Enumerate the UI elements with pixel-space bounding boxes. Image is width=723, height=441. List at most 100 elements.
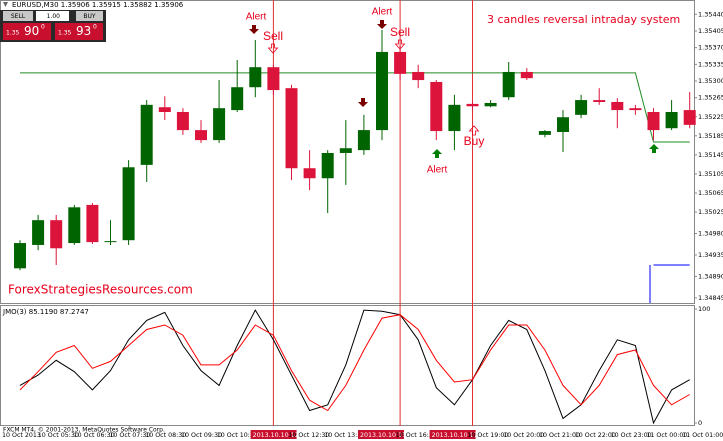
arrow-up [649, 144, 659, 153]
x-tick-label: 10 Oct 19:00 [467, 432, 508, 439]
candle-body [140, 104, 153, 165]
candle-body [629, 108, 642, 111]
arrow-down [249, 25, 259, 34]
sell-button[interactable] [3, 11, 33, 21]
x-tick-label: 10 Oct 09:30 [181, 432, 222, 439]
symbol-icon [3, 2, 8, 7]
y-tick-label: 1.35025 [698, 208, 723, 216]
candle-body [158, 107, 171, 112]
candle-body [176, 111, 189, 131]
y-tick-label: 0 [698, 419, 702, 427]
y-tick-label: 1.34980 [698, 230, 723, 238]
candle-body [593, 100, 606, 102]
candle-body [557, 117, 569, 133]
candle-body [394, 51, 407, 74]
candle-body [502, 71, 515, 98]
candle-body [466, 103, 479, 107]
candle-body [104, 241, 117, 243]
x-tick-label: 2013.10.10 17:30 [432, 432, 488, 439]
arrow-up-hollow [468, 125, 480, 136]
bid-box[interactable] [3, 23, 51, 40]
bid-frac: 0 [41, 24, 45, 31]
candle-body [321, 152, 334, 179]
candle-body [303, 168, 316, 179]
candle-body [683, 110, 696, 125]
candle-body [267, 67, 280, 91]
arrow-down-hollow [394, 39, 406, 50]
candle-body [213, 108, 226, 141]
y-tick-label: 1.35065 [698, 189, 723, 197]
candle-body [647, 111, 660, 131]
oscillator-pane [0, 305, 695, 426]
buy-label: BUY [83, 13, 96, 20]
copyright: FXCM MT4, © 2001-2013, MetaQuotes Softwa… [3, 427, 165, 434]
y-tick-label: 1.35225 [698, 113, 723, 121]
annotation: Alert [246, 12, 267, 23]
arrow-up [432, 149, 442, 158]
oscillator-label: JMO(3) 85.1190 87.2747 [2, 308, 89, 316]
y-tick-label: 1.35265 [698, 94, 723, 102]
x-tick-label: 10 Oct 07:30 [109, 432, 150, 439]
bid-big: 1.35 [6, 30, 20, 37]
candle-body [14, 243, 26, 269]
candle-body [122, 167, 135, 241]
x-tick-label: 11 Oct 01:00 [682, 432, 723, 439]
y-tick-label: 1.35405 [698, 27, 723, 35]
candle-body [665, 111, 678, 129]
x-tick-label: 10 Oct 16:30 [396, 432, 437, 439]
y-tick-label: 1.35185 [698, 132, 723, 140]
time-label-highlight [250, 430, 297, 439]
line [19, 314, 690, 412]
candle-body [339, 148, 352, 153]
price-pane [0, 0, 695, 304]
candle-body [520, 71, 533, 79]
ask-frac: 0 [93, 24, 97, 31]
candle-body [86, 204, 99, 243]
y-tick-label: 1.35335 [698, 60, 723, 68]
y-tick-label: 1.35440 [698, 10, 723, 18]
y-tick-label: 1.34890 [698, 272, 723, 280]
annotation: Sell [263, 29, 283, 43]
candle-body [357, 130, 370, 151]
symbol-info: EURUSD,M30 1.35906 1.35915 1.35882 1.359… [12, 1, 184, 9]
x-tick-label: 10 Oct 20:00 [503, 432, 544, 439]
x-tick-label: 10 Oct 12:30 [288, 432, 329, 439]
y-tick-label: 100 [698, 305, 710, 313]
line [19, 309, 690, 425]
x-tick-label: 10 Oct 06:30 [74, 432, 115, 439]
sell-label: SELL [11, 13, 26, 20]
candle-body [538, 131, 551, 135]
candle-body [484, 102, 497, 107]
annotation: Buy [464, 134, 485, 148]
y-tick-label: 1.35370 [698, 44, 723, 52]
candle-body [32, 220, 45, 245]
annotation: Sell [390, 25, 410, 39]
candle-body [448, 104, 461, 132]
trade-panel: SELL 1.00 BUY 1.35 90 0 1.35 93 0 [0, 10, 106, 42]
ask-pips: 93 [76, 24, 91, 38]
x-tick-label: 10 Oct 13:30 [324, 432, 365, 439]
candle-body [611, 101, 624, 111]
x-tick-label: 11 Oct 00:00 [646, 432, 687, 439]
watermark: ForexStrategiesResources.com [8, 283, 193, 297]
x-tick-label: 10 Oct 21:00 [539, 432, 580, 439]
lot-input[interactable] [36, 11, 69, 21]
line [20, 72, 690, 143]
y-tick-label: 1.35300 [698, 77, 723, 85]
candle-body [285, 88, 298, 169]
time-label-highlight [429, 430, 476, 439]
ask-box[interactable] [55, 23, 103, 40]
x-tick-label: 10 Oct 22:00 [575, 432, 616, 439]
arrow-down-hollow [267, 43, 279, 54]
buy-button[interactable] [76, 11, 103, 21]
arrow-down [358, 98, 368, 107]
annotation: Alert [372, 7, 393, 18]
candle-body [249, 67, 262, 88]
bid-pips: 90 [24, 24, 39, 38]
signal-arrows [249, 20, 659, 158]
x-tick-label: 10 Oct 10:30 [217, 432, 258, 439]
x-tick-label: 10 Oct 2013 [2, 432, 41, 439]
y-tick-label: 1.35105 [698, 170, 723, 178]
